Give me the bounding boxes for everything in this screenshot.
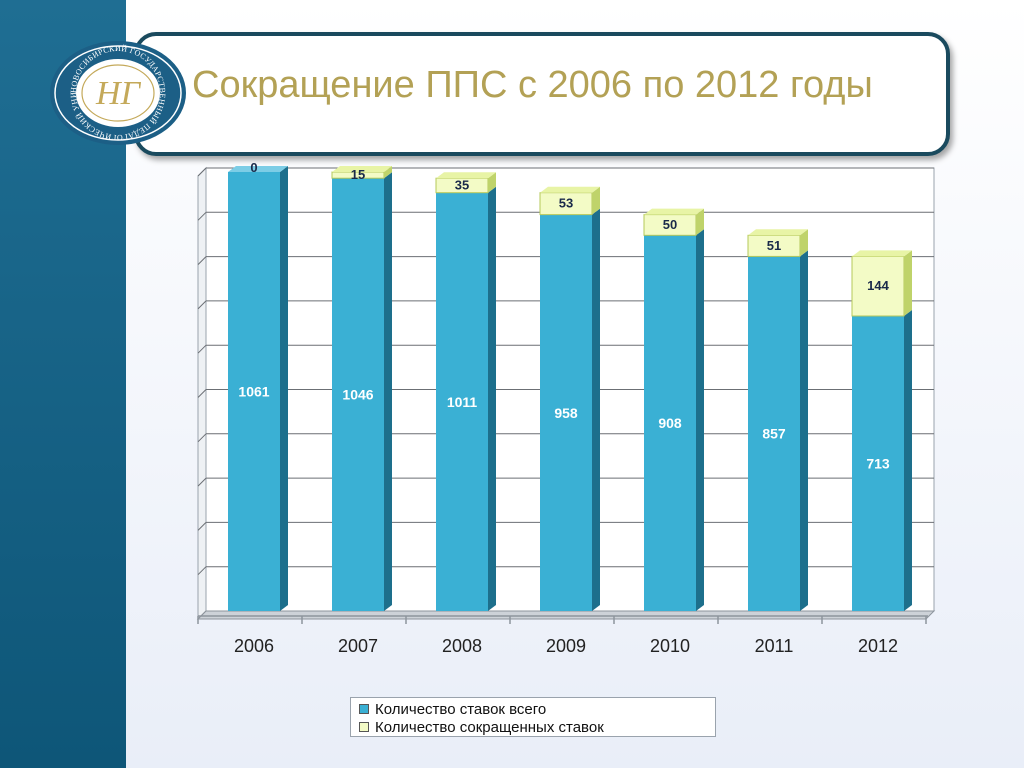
legend-label-total: Количество ставок всего <box>375 700 547 718</box>
bar-total <box>332 178 384 611</box>
bar-reduced <box>851 255 905 317</box>
gridline-side <box>197 389 207 398</box>
legend-swatch-reduced <box>359 722 369 732</box>
legend-label-reduced: Количество сокращенных ставок <box>375 718 604 736</box>
gridline-side <box>197 566 207 576</box>
gridline-side <box>197 344 207 354</box>
university-logo: НОВОСИБИРСКИЙ ГОСУДАРСТВЕННЫЙ ПЕДАГОГИЧЕ… <box>48 40 186 145</box>
bar-reduced-side <box>904 250 912 316</box>
data-label-total: 1046 <box>342 387 373 403</box>
bar-top-cap <box>540 186 600 193</box>
bar-total <box>436 192 488 611</box>
data-label-reduced: 53 <box>559 196 573 211</box>
bar-top-cap <box>644 208 704 215</box>
x-tick-label: 2006 <box>234 636 274 656</box>
legend-item-total: Количество ставок всего <box>359 700 707 718</box>
bar-total <box>540 214 592 611</box>
data-label-total: 908 <box>658 415 682 431</box>
bar-top-cap <box>332 166 392 172</box>
data-label-total: 857 <box>762 426 786 442</box>
gridline-side <box>197 167 207 177</box>
bar-reduced-side <box>592 186 600 215</box>
data-label-reduced: 50 <box>663 217 677 232</box>
bar-total-side <box>488 186 496 611</box>
bar-total-side <box>384 172 392 611</box>
x-tick-label: 2007 <box>338 636 378 656</box>
data-label-total: 1011 <box>447 394 478 410</box>
title-banner <box>134 32 950 156</box>
x-tick-label: 2008 <box>442 636 482 656</box>
data-label-total: 958 <box>554 405 578 421</box>
plot-floor <box>196 610 936 620</box>
gridline-side <box>197 522 207 531</box>
data-label-reduced: 144 <box>867 278 889 293</box>
bar-reduced-side <box>800 229 808 257</box>
bar-total-side <box>904 309 912 611</box>
gridline-side <box>197 211 207 221</box>
data-label-reduced: 0 <box>250 160 257 175</box>
gridline-side <box>197 300 207 310</box>
bar-total-side <box>800 250 808 611</box>
gridline-side <box>197 433 207 443</box>
data-label-reduced: 35 <box>455 177 469 192</box>
page-title: Сокращение ППС с 2006 по 2012 годы <box>192 64 873 106</box>
bar-total <box>228 172 280 611</box>
data-label-total: 713 <box>866 455 890 471</box>
bar-reduced-side <box>384 166 392 179</box>
bar-top-cap <box>852 250 912 257</box>
bar-top-cap <box>748 229 808 236</box>
data-label-reduced: 15 <box>351 167 365 182</box>
logo-monogram: НГ <box>95 75 142 112</box>
bar-total <box>644 235 696 612</box>
legend-item-reduced: Количество сокращенных ставок <box>359 718 707 736</box>
bar-reduced-side <box>488 172 496 193</box>
gridline-side <box>197 477 207 487</box>
legend-swatch-total <box>359 704 369 714</box>
bar-top-cap <box>436 172 496 179</box>
x-tick-label: 2012 <box>858 636 898 656</box>
x-tick-label: 2010 <box>650 636 690 656</box>
data-label-total: 1061 <box>238 384 269 400</box>
bar-total-side <box>592 208 600 611</box>
bar-total-side <box>696 229 704 612</box>
data-label-reduced: 51 <box>767 238 781 253</box>
bar-total <box>748 256 800 611</box>
chart-legend: Количество ставок всего Количество сокра… <box>350 697 716 737</box>
bar-reduced-side <box>696 208 704 236</box>
x-tick-label: 2011 <box>755 636 794 656</box>
bar-total <box>852 315 904 611</box>
x-tick-label: 2009 <box>546 636 586 656</box>
bar-top-cap <box>228 166 288 172</box>
bar-total-side <box>280 166 288 611</box>
gridline-side <box>197 256 207 265</box>
